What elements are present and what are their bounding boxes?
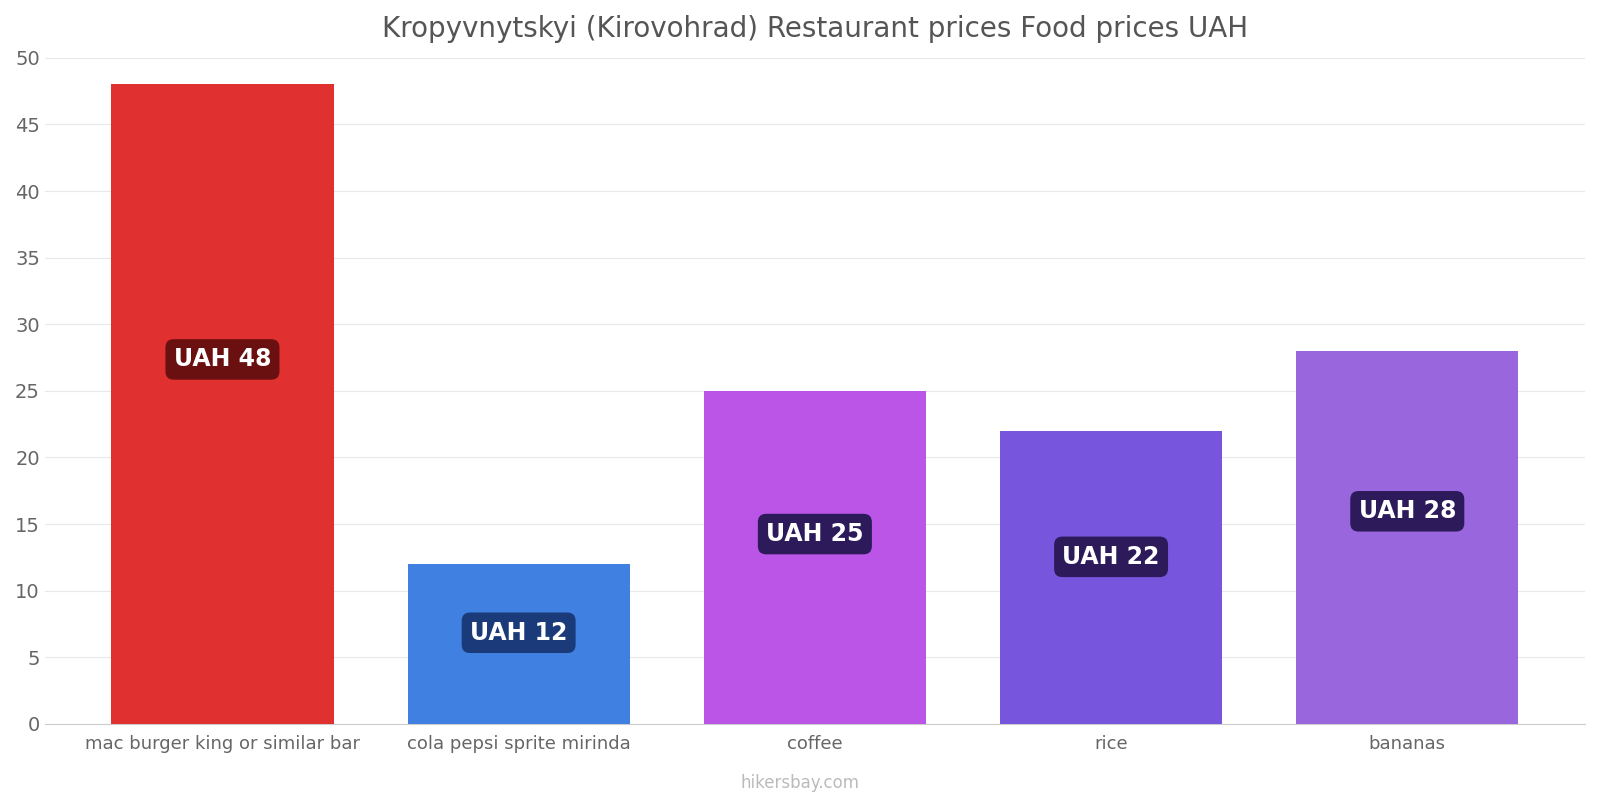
Bar bbox=[704, 391, 926, 724]
Text: UAH 22: UAH 22 bbox=[1062, 545, 1160, 569]
Text: UAH 48: UAH 48 bbox=[174, 347, 272, 371]
Text: UAH 12: UAH 12 bbox=[470, 621, 568, 645]
Text: UAH 25: UAH 25 bbox=[766, 522, 864, 546]
Title: Kropyvnytskyi (Kirovohrad) Restaurant prices Food prices UAH: Kropyvnytskyi (Kirovohrad) Restaurant pr… bbox=[382, 15, 1248, 43]
Bar bbox=[408, 564, 630, 724]
Bar bbox=[1296, 351, 1518, 724]
Text: UAH 28: UAH 28 bbox=[1358, 499, 1456, 523]
Bar bbox=[112, 85, 333, 724]
Bar bbox=[1000, 431, 1222, 724]
Text: hikersbay.com: hikersbay.com bbox=[741, 774, 859, 792]
